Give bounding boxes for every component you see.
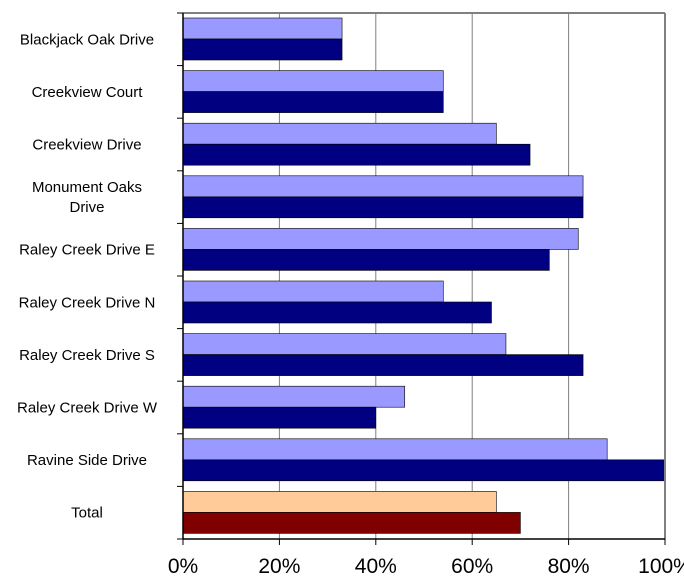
x-tick-label: 40% <box>355 555 397 577</box>
bar-series-2 <box>182 354 584 376</box>
bar-series-1 <box>182 333 507 355</box>
x-tick-label: 0% <box>168 555 198 577</box>
category-labels: Blackjack Oak Drive Creekview Court Creekv… <box>17 31 158 521</box>
bar-series-1 <box>182 70 444 92</box>
category-label: Raley Creek Drive S <box>19 347 155 364</box>
category-label: Ravine Side Drive <box>27 452 147 469</box>
bars <box>182 17 666 534</box>
bar-series-1 <box>182 17 343 40</box>
bar-series-2 <box>182 38 343 61</box>
bar-series-1 <box>182 228 579 250</box>
bar-series-1 <box>182 491 497 513</box>
bar-series-2 <box>182 301 492 324</box>
bar-series-1 <box>182 280 444 303</box>
x-tick-label: 60% <box>451 555 493 577</box>
bar-series-1 <box>182 385 406 408</box>
bar-series-2 <box>182 459 666 482</box>
x-tick-labels: 0% 20% 40% 60% 80% 100% <box>168 555 684 577</box>
bar-series-2 <box>182 143 531 166</box>
plot-frame <box>182 12 666 545</box>
bar-series-1 <box>182 175 584 198</box>
category-label: Monument Oaks Drive <box>32 179 142 216</box>
bar-series-2 <box>182 196 584 219</box>
category-label: Total <box>71 505 103 522</box>
bar-series-2 <box>182 91 444 113</box>
bar-series-2 <box>182 512 521 534</box>
x-tick-label: 20% <box>258 555 300 577</box>
category-label: Raley Creek Drive N <box>19 294 156 311</box>
category-label: Blackjack Oak Drive <box>20 31 154 48</box>
x-tick-label: 100% <box>638 555 684 577</box>
x-tick-label: 80% <box>548 555 590 577</box>
bar-series-2 <box>182 249 550 271</box>
bar-series-1 <box>182 122 497 145</box>
bar-series-2 <box>182 406 377 429</box>
category-label: Creekview Court <box>32 84 144 101</box>
category-label: Creekview Drive <box>32 137 141 154</box>
bar-series-1 <box>182 438 608 461</box>
category-label: Raley Creek Drive E <box>19 242 155 259</box>
category-label: Raley Creek Drive W <box>17 400 158 417</box>
